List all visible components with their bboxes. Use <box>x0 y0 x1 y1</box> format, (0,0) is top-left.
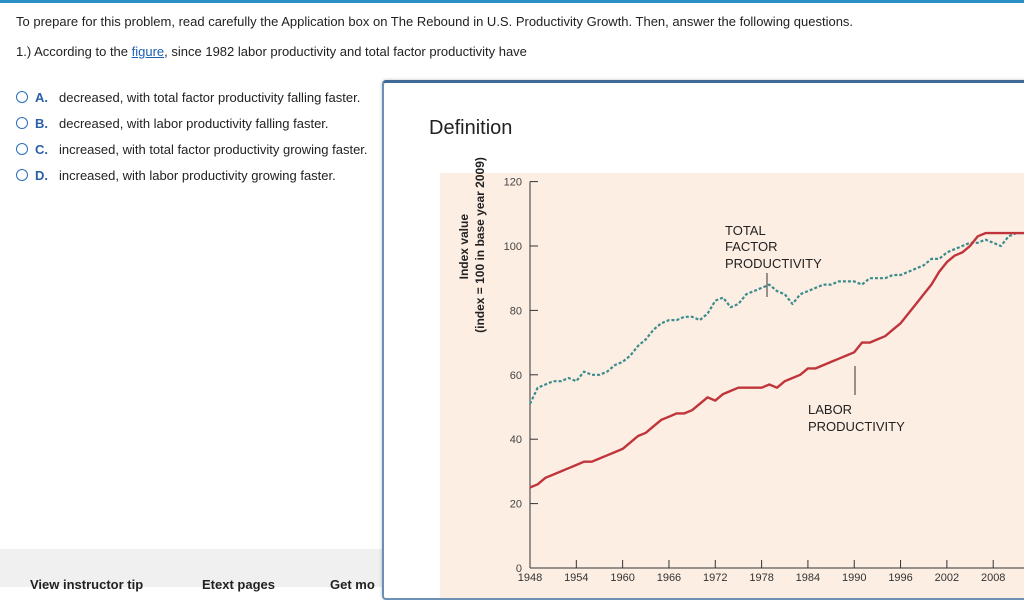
choice-text: increased, with total factor productivit… <box>59 141 368 157</box>
chart-axes: 0 20 40 60 80 100 120 1948 1954 1960 1966 1972 1978 1… <box>504 177 1024 584</box>
top-accent-line <box>0 0 1024 3</box>
popup-title: Definition <box>429 117 513 139</box>
y-tick-label: 60 <box>510 370 522 382</box>
chart-lines <box>529 231 1024 489</box>
radio-button-b[interactable] <box>16 117 28 129</box>
labor-label-line2: PRODUCTIVITY <box>808 419 905 434</box>
choice-letter: D. <box>35 167 48 183</box>
definition-popup: Definition Index value (index = 100 in b… <box>382 80 1024 600</box>
tfp-label-line1: TOTAL <box>725 223 766 238</box>
chart-panel <box>440 173 1024 598</box>
x-tick-label: 1984 <box>796 572 820 584</box>
choice-letter: B. <box>35 115 48 131</box>
x-tick-label: 2002 <box>935 572 959 584</box>
x-tick-label: 1978 <box>749 572 773 584</box>
tfp-label-line3: PRODUCTIVITY <box>725 256 822 271</box>
x-tick-label: 1972 <box>703 572 727 584</box>
choice-a[interactable]: A. decreased, with total factor producti… <box>16 84 368 110</box>
x-tick-label: 1948 <box>518 572 542 584</box>
get-more-help-link[interactable]: Get mo <box>330 577 375 592</box>
y-axis-label: Index value (index = 100 in base year 20… <box>457 157 487 333</box>
choice-letter: A. <box>35 89 48 105</box>
figure-link[interactable]: figure <box>131 44 165 59</box>
choice-letter: C. <box>35 141 48 157</box>
choice-text: decreased, with total factor productivit… <box>59 89 361 105</box>
labor-series-line <box>529 231 1024 489</box>
choice-text: decreased, with labor productivity falli… <box>59 115 329 131</box>
question-suffix: , since 1982 labor productivity and tota… <box>164 44 527 59</box>
radio-button-d[interactable] <box>16 169 28 181</box>
y-axis-label-line1: Index value <box>457 214 471 280</box>
view-instructor-tip-link[interactable]: View instructor tip <box>30 577 144 592</box>
choice-d[interactable]: D. increased, with labor productivity gr… <box>16 162 368 188</box>
choice-c[interactable]: C. increased, with total factor producti… <box>16 136 368 162</box>
x-tick-label: 1960 <box>610 572 634 584</box>
instructions-text: To prepare for this problem, read carefu… <box>16 14 854 29</box>
y-axis-label-line2: (index = 100 in base year 2009) <box>473 157 487 333</box>
labor-label-line1: LABOR <box>808 402 852 417</box>
bottom-toolbar: View instructor tip Etext pages Get mo <box>0 549 383 592</box>
y-tick-label: 0 <box>516 563 522 575</box>
radio-button-c[interactable] <box>16 143 28 155</box>
radio-button-a[interactable] <box>16 91 28 103</box>
x-tick-label: 1996 <box>888 572 912 584</box>
x-tick-label: 2008 <box>981 572 1005 584</box>
tfp-label-line2: FACTOR <box>725 239 778 254</box>
x-tick-label: 1954 <box>564 572 588 584</box>
tfp-series-line <box>529 232 1024 405</box>
question-text: 1.) According to the figure, since 1982 … <box>16 44 527 59</box>
y-tick-label: 120 <box>504 177 522 189</box>
etext-pages-link[interactable]: Etext pages <box>202 577 275 592</box>
question-prefix: 1.) According to the <box>16 44 132 59</box>
chart-annotations: TOTAL FACTOR PRODUCTIVITY LABOR PRODUCTI… <box>725 223 905 434</box>
x-tick-label: 1990 <box>842 572 866 584</box>
answer-choices: A. decreased, with total factor producti… <box>16 84 368 188</box>
choice-text: increased, with labor productivity growi… <box>59 167 336 183</box>
productivity-chart: Index value (index = 100 in base year 20… <box>457 157 1024 584</box>
choice-b[interactable]: B. decreased, with labor productivity fa… <box>16 110 368 136</box>
y-tick-label: 20 <box>510 499 522 511</box>
y-tick-label: 100 <box>504 241 522 253</box>
y-tick-label: 40 <box>510 434 522 446</box>
y-tick-label: 80 <box>510 305 522 317</box>
x-tick-label: 1966 <box>657 572 681 584</box>
